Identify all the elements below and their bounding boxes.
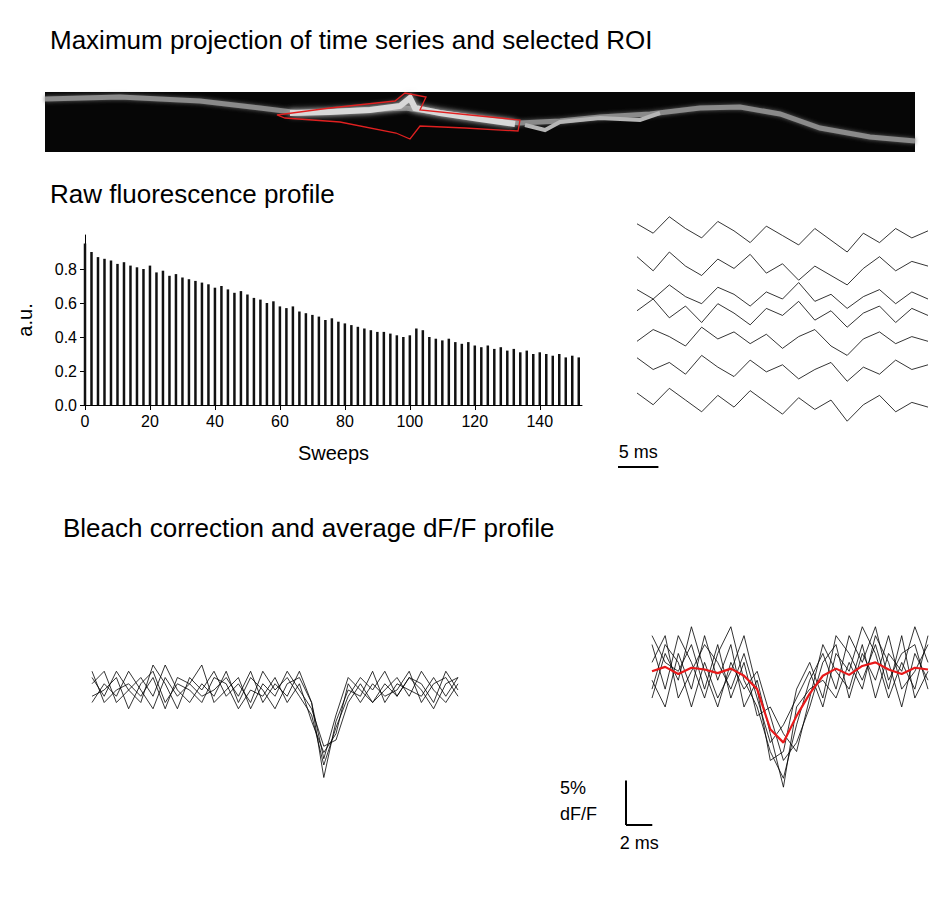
svg-text:0.6: 0.6 [55, 295, 77, 312]
svg-text:dF/F: dF/F [560, 804, 597, 824]
svg-text:0.8: 0.8 [55, 261, 77, 278]
svg-text:Bleach correction and average: Bleach correction and average dF/F profi… [63, 513, 554, 543]
svg-text:0: 0 [81, 413, 90, 430]
svg-text:Sweeps: Sweeps [298, 442, 369, 464]
svg-text:60: 60 [271, 413, 289, 430]
svg-text:140: 140 [526, 413, 553, 430]
svg-text:2 ms: 2 ms [620, 833, 659, 853]
svg-text:120: 120 [461, 413, 488, 430]
svg-text:80: 80 [336, 413, 354, 430]
svg-text:a.u.: a.u. [14, 303, 36, 336]
svg-text:20: 20 [141, 413, 159, 430]
svg-text:100: 100 [396, 413, 423, 430]
svg-text:5%: 5% [560, 778, 586, 798]
svg-text:Maximum projection of time ser: Maximum projection of time series and se… [50, 25, 653, 55]
svg-text:5 ms: 5 ms [619, 442, 658, 462]
svg-text:Raw fluorescence profile: Raw fluorescence profile [50, 179, 335, 209]
svg-text:0.0: 0.0 [55, 397, 77, 414]
svg-text:0.4: 0.4 [55, 329, 77, 346]
svg-text:0.2: 0.2 [55, 363, 77, 380]
svg-text:40: 40 [206, 413, 224, 430]
